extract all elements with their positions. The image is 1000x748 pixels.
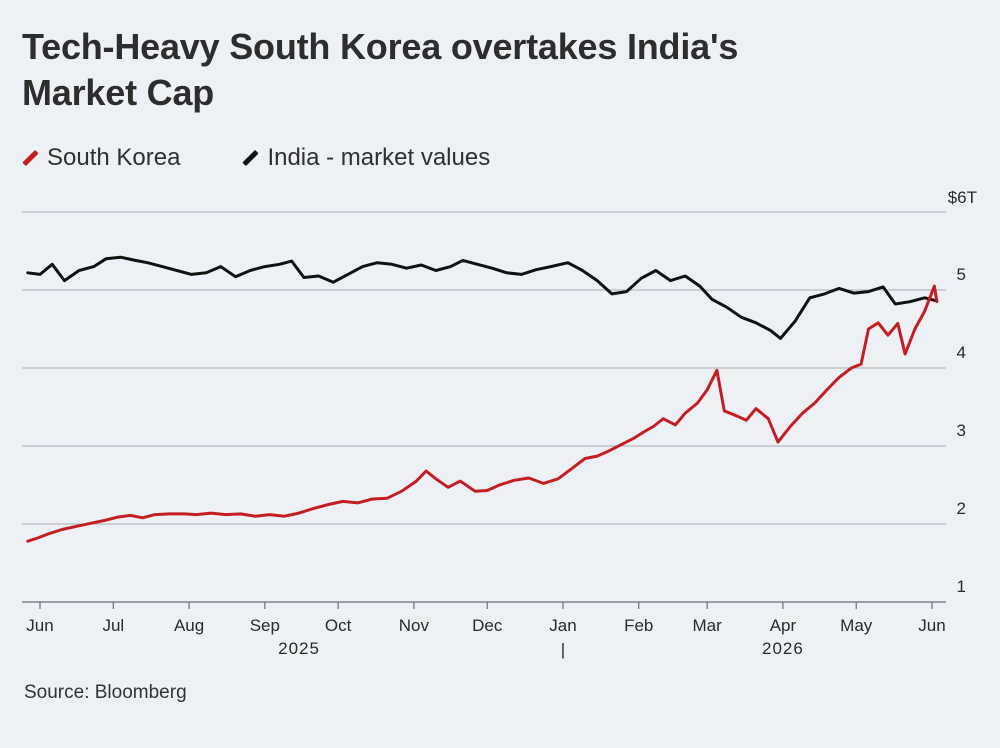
x-tick-label: Dec [472, 616, 503, 635]
year-label: 2025 [278, 639, 320, 658]
grid-layer [22, 211, 946, 525]
x-tick-label: May [840, 616, 873, 635]
y-tick-label: $6T [948, 188, 977, 207]
year-label: 2026 [762, 639, 804, 658]
x-tick-label: Jun [26, 616, 53, 635]
x-tick-label: Sep [250, 616, 280, 635]
legend-item-india: India - market values [242, 144, 490, 172]
y-tick-label: 2 [957, 499, 966, 518]
y-tick-label: 5 [957, 265, 966, 284]
x-tick-label: Aug [174, 616, 204, 635]
y-tick-label: 1 [957, 577, 966, 596]
x-tick-label: Feb [624, 616, 653, 635]
year-divider: | [561, 640, 565, 659]
x-tick-label: Jan [549, 616, 576, 635]
legend-label-south-korea: South Korea [47, 144, 181, 171]
legend-item-south-korea: South Korea [22, 144, 180, 172]
x-tick-label: Jun [918, 616, 945, 635]
chart-legend: South Korea India - market values [22, 140, 552, 176]
y-tick-labels: $6T 5 4 3 2 1 [948, 188, 977, 596]
source-note: Source: Bloomberg [24, 682, 187, 703]
x-tick-label: Nov [399, 616, 430, 635]
y-tick-label: 4 [957, 343, 966, 362]
legend-label-india: India - market values [267, 144, 491, 171]
x-tick-label: Oct [325, 616, 352, 635]
series-line-india [26, 255, 939, 340]
x-tick-label: Mar [693, 616, 723, 635]
x-tick-label: Apr [770, 616, 797, 635]
series-layer [26, 255, 939, 543]
series-line-south-korea [26, 284, 939, 543]
chart-title: Tech-Heavy South Korea overtakes India's… [22, 26, 739, 113]
x-tick-label: Jul [102, 616, 124, 635]
y-tick-label: 3 [957, 421, 966, 440]
x-axis: Jun Jul Aug Sep Oct Nov Dec Jan Feb Mar Apr May Jun 2… [22, 601, 946, 659]
